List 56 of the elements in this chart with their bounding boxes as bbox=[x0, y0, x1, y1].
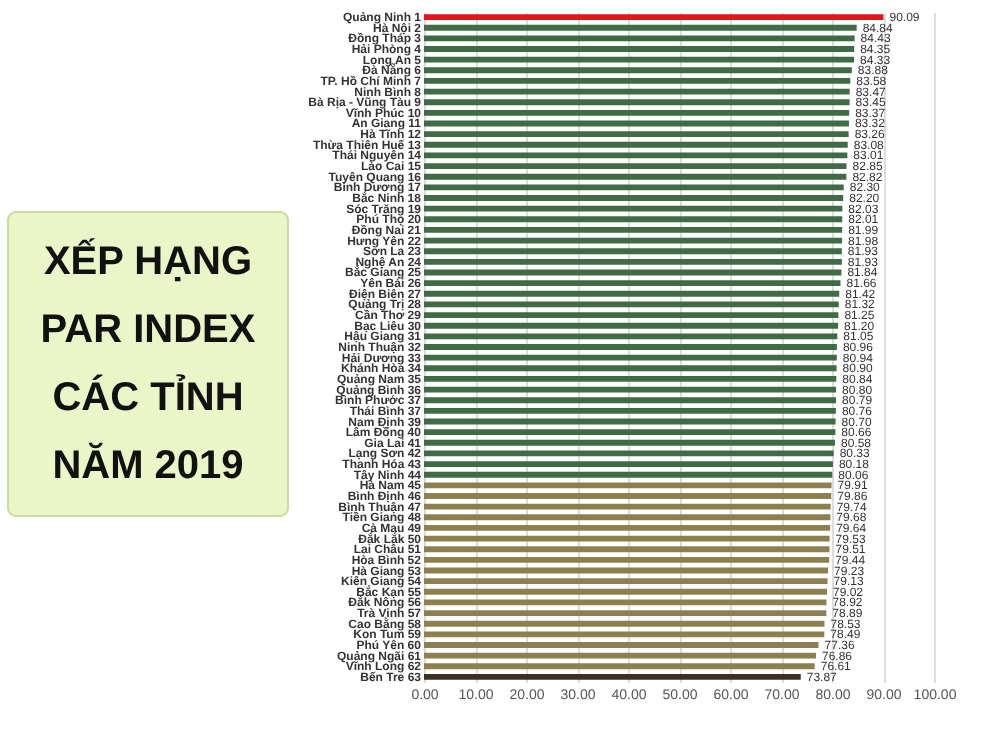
bar bbox=[424, 344, 837, 350]
bar bbox=[424, 546, 830, 553]
bar bbox=[424, 663, 815, 670]
bar bbox=[424, 588, 827, 595]
bar bbox=[424, 386, 837, 393]
bar bbox=[424, 312, 839, 318]
bar bbox=[424, 354, 837, 361]
bar bbox=[424, 109, 850, 116]
bar bbox=[424, 77, 851, 84]
bar bbox=[424, 493, 832, 499]
bar bbox=[424, 322, 839, 329]
bar bbox=[424, 482, 832, 489]
bar bbox=[424, 407, 836, 414]
bar bbox=[424, 24, 857, 31]
bar bbox=[424, 461, 833, 467]
bar bbox=[424, 152, 848, 159]
bar bbox=[424, 35, 855, 42]
bar bbox=[424, 99, 850, 106]
bar bbox=[424, 131, 849, 138]
bar bbox=[424, 535, 830, 542]
bar bbox=[424, 258, 842, 265]
bar bbox=[424, 290, 840, 297]
bar bbox=[424, 173, 847, 180]
bar bbox=[424, 280, 841, 287]
bar bbox=[424, 376, 837, 382]
bar bbox=[424, 674, 801, 680]
bar bbox=[424, 610, 827, 617]
bar bbox=[424, 141, 848, 148]
bar bbox=[424, 184, 844, 191]
bar bbox=[424, 163, 847, 169]
bar bbox=[424, 525, 831, 531]
bar bbox=[424, 248, 842, 255]
bar bbox=[424, 652, 816, 659]
bar bbox=[424, 205, 843, 212]
bar bbox=[424, 471, 833, 478]
bar bbox=[424, 503, 831, 510]
bar bbox=[424, 439, 835, 446]
bar bbox=[424, 14, 884, 20]
bar bbox=[424, 333, 838, 340]
bar bbox=[424, 365, 837, 372]
bar bbox=[424, 620, 825, 627]
bar bbox=[424, 578, 828, 585]
bar bbox=[424, 514, 831, 521]
bar bbox=[424, 429, 836, 436]
bar bbox=[424, 46, 855, 52]
bar bbox=[424, 195, 844, 201]
bar bbox=[424, 397, 837, 404]
bar bbox=[424, 301, 839, 308]
bar bbox=[424, 227, 843, 233]
bar bbox=[424, 216, 843, 223]
text: XẾP HẠNG PAR INDEX CÁC TỈNH NĂM 2019 bbox=[40, 238, 257, 488]
bar bbox=[424, 56, 855, 63]
bar bbox=[424, 556, 830, 563]
bar bbox=[424, 642, 819, 648]
bar bbox=[424, 67, 852, 74]
bar bbox=[424, 631, 825, 638]
